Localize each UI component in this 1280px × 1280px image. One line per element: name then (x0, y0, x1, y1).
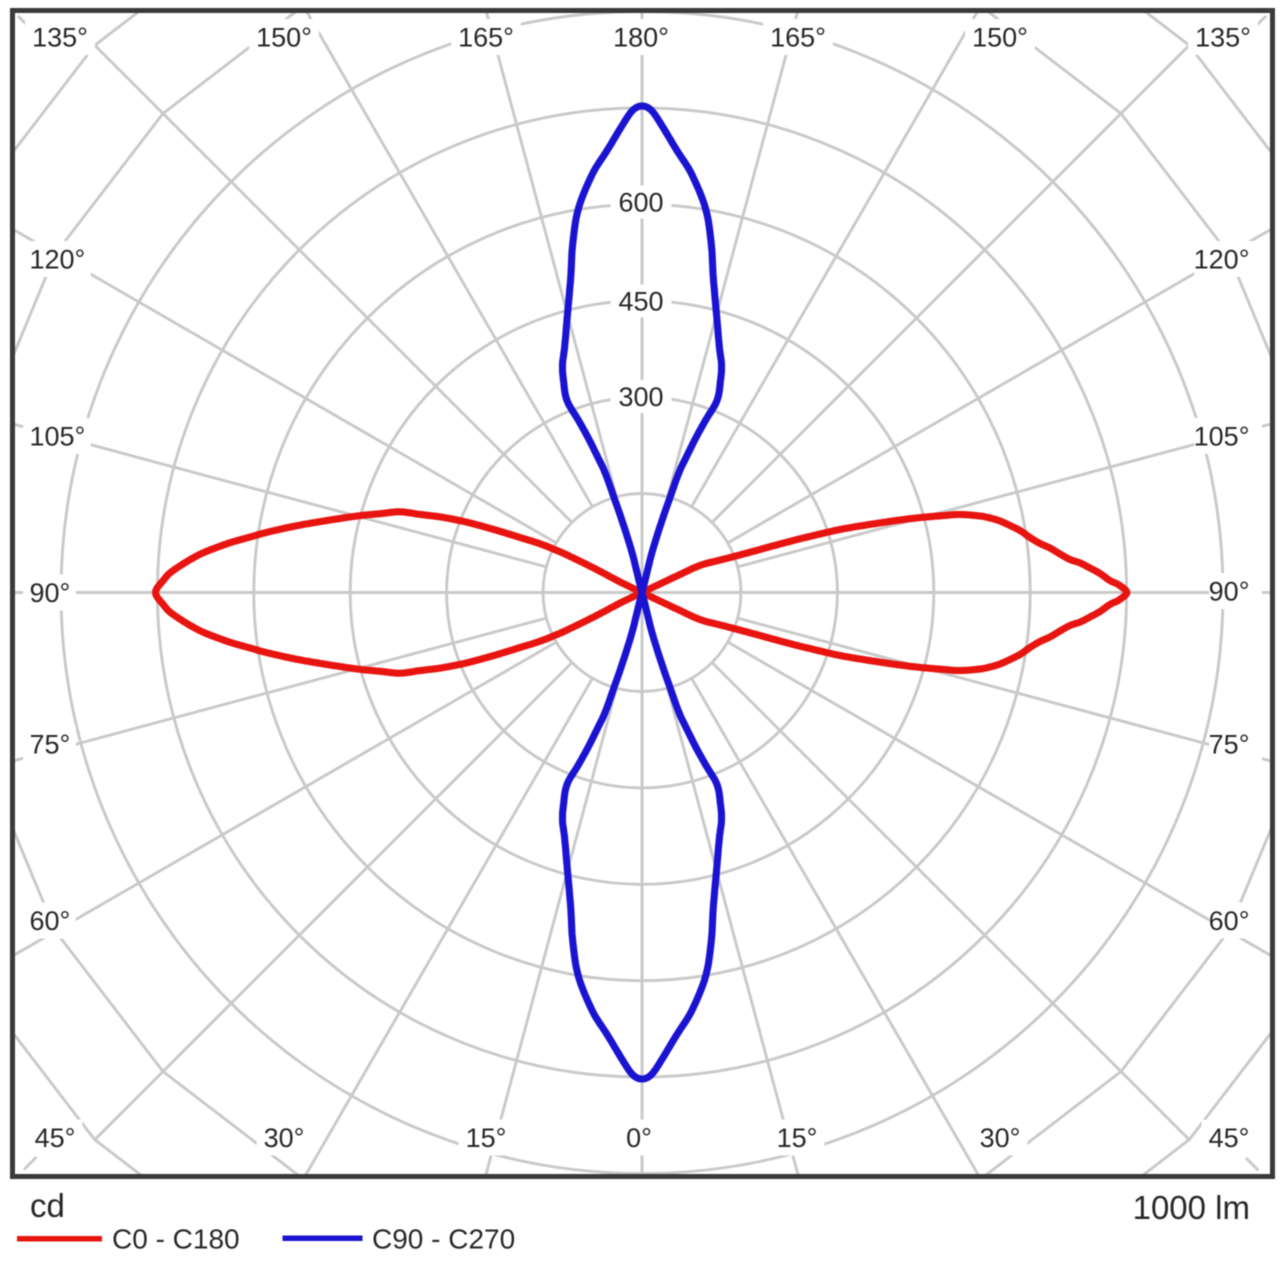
svg-text:C0 - C180: C0 - C180 (112, 1224, 240, 1255)
svg-text:0°: 0° (626, 1123, 652, 1153)
svg-text:75°: 75° (30, 730, 71, 760)
svg-text:300: 300 (618, 382, 663, 412)
svg-text:105°: 105° (30, 422, 86, 452)
svg-text:120°: 120° (30, 245, 86, 275)
svg-text:600: 600 (618, 188, 663, 218)
svg-text:15°: 15° (466, 1123, 507, 1153)
svg-text:30°: 30° (980, 1123, 1021, 1153)
svg-text:60°: 60° (30, 906, 71, 936)
svg-text:cd: cd (30, 1187, 65, 1224)
svg-text:60°: 60° (1209, 906, 1250, 936)
svg-text:150°: 150° (972, 23, 1028, 53)
svg-text:1000 lm: 1000 lm (1133, 1189, 1250, 1226)
svg-text:C90 - C270: C90 - C270 (372, 1224, 515, 1255)
svg-text:180°: 180° (613, 23, 669, 53)
svg-text:105°: 105° (1194, 422, 1250, 452)
svg-text:90°: 90° (30, 578, 71, 608)
svg-text:90°: 90° (1209, 577, 1250, 607)
svg-text:150°: 150° (256, 23, 312, 53)
svg-text:135°: 135° (32, 23, 88, 53)
svg-text:165°: 165° (770, 23, 826, 53)
svg-text:120°: 120° (1194, 245, 1250, 275)
svg-text:30°: 30° (264, 1123, 305, 1153)
svg-text:45°: 45° (35, 1123, 76, 1153)
svg-text:165°: 165° (458, 23, 514, 53)
svg-text:15°: 15° (777, 1123, 818, 1153)
svg-text:45°: 45° (1209, 1123, 1250, 1153)
svg-text:135°: 135° (1195, 23, 1251, 53)
svg-text:450: 450 (618, 287, 663, 317)
svg-text:75°: 75° (1209, 730, 1250, 760)
